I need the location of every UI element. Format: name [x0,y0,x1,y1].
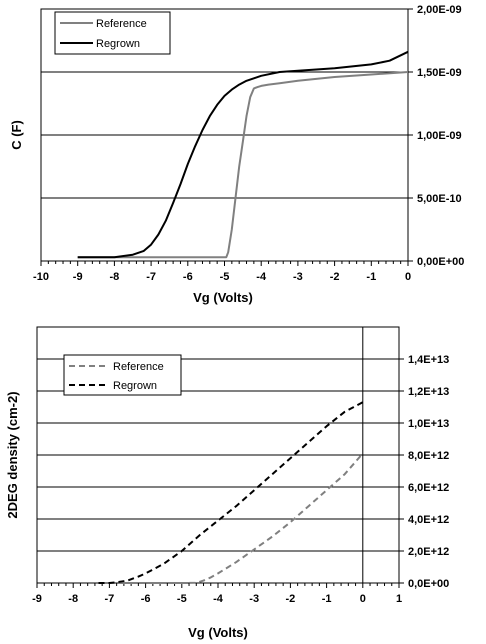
chart1-series [77,50,409,259]
x-tick-label-9: -1 [366,271,376,283]
density-chart: -9 -8 -7 -6 -5 -4 -3 -2 -1 0 1 0,0E+00 2,0E+12 4,0E+… [5,326,449,640]
chart1-gridlines [40,8,413,266]
x-tick-label-1: -8 [68,593,78,605]
x-tick-label-3: -7 [146,271,156,283]
chart2-y-tick-labels: 0,0E+00 2,0E+12 4,0E+12 6,0E+12 8,0E+12 1,0E+… [408,354,449,590]
x-tick-label-6: -3 [249,593,259,605]
x-tick-label-2: -7 [105,593,115,605]
series-line-reference [109,452,364,584]
y-tick-label-4: 2,00E-09 [417,4,462,16]
chart2-legend-label-regrown: Regrown [113,380,157,392]
y-tick-label-4: 8,0E+12 [408,450,449,462]
capacitance-chart: -10 -9 -8 -7 -6 -5 -4 -3 -2 -1 0 0,00E+005,00E-101… [9,4,464,305]
x-tick-label-2: -8 [110,271,120,283]
chart1-x-axis-title: Vg (Volts) [193,290,253,305]
chart2-x-tick-labels: -9 -8 -7 -6 -5 -4 -3 -2 -1 0 1 [32,593,402,605]
x-tick-label-8: -2 [330,271,340,283]
chart2-legend-box [63,354,182,396]
x-tick-label-5: -4 [213,593,224,605]
series-line-regrown [98,401,364,584]
x-tick-label-6: -4 [256,271,267,283]
x-tick-label-10: 1 [396,593,402,605]
x-tick-label-3: -6 [141,593,151,605]
y-tick-label-1: 2,0E+12 [408,546,449,558]
y-tick-label-0: 0,00E+00 [417,256,464,268]
series-line-reference [77,71,409,259]
y-tick-label-2: 4,0E+12 [408,514,449,526]
chart2-series [98,401,364,584]
chart1-y-axis-title: C (F) [9,120,24,150]
y-tick-label-1: 5,00E-10 [417,193,462,205]
y-tick-label-6: 1,2E+13 [408,386,449,398]
x-tick-label-0: -9 [32,593,42,605]
x-tick-label-7: -2 [286,593,296,605]
chart1-y-tick-labels: 0,00E+00 5,00E-10 1,00E-09 1,50E-09 2,00E-09 [417,4,464,268]
x-tick-label-4: -5 [177,593,187,605]
chart2-legend-label-reference: Reference [113,361,164,373]
x-tick-label-1: -9 [73,271,83,283]
y-tick-label-0: 0,0E+00 [408,578,449,590]
chart1-legend-label-regrown: Regrown [96,38,140,50]
x-tick-label-8: -1 [322,593,332,605]
x-tick-label-5: -5 [220,271,230,283]
chart1-x-tick-labels: -10 -9 -8 -7 -6 -5 -4 -3 -2 -1 0 [33,271,411,283]
y-tick-label-5: 1,0E+13 [408,418,449,430]
chart1-legend: Reference Regrown [54,11,171,55]
chart2-legend: Reference Regrown [63,354,182,396]
x-tick-label-10: 0 [405,271,411,283]
chart1-legend-box [54,11,171,55]
x-tick-label-0: -10 [33,271,49,283]
y-tick-label-3: 1,50E-09 [417,67,462,79]
series-line-regrown [77,50,409,259]
y-tick-label-2: 1,00E-09 [417,130,462,142]
y-tick-label-7: 1,4E+13 [408,354,449,366]
x-tick-label-7: -3 [293,271,303,283]
chart2-x-axis-title: Vg (Volts) [188,625,248,640]
x-tick-label-4: -6 [183,271,193,283]
chart1-legend-label-reference: Reference [96,18,147,30]
x-tick-label-9: 0 [360,593,366,605]
chart2-y-axis-title: 2DEG density (cm-2) [5,391,20,518]
y-tick-label-3: 6,0E+12 [408,482,449,494]
